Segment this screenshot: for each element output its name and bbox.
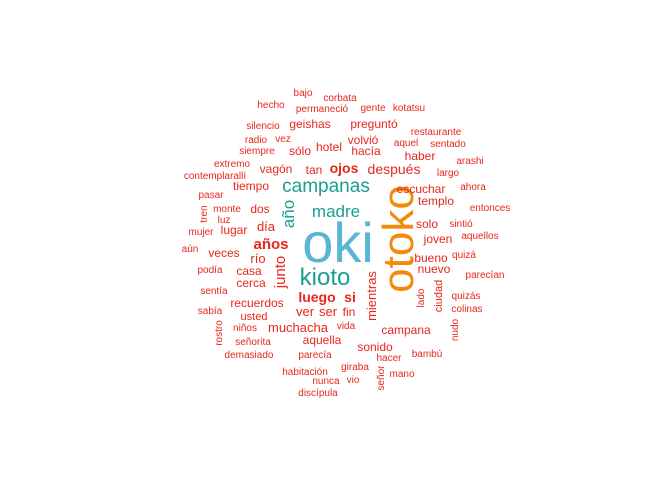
word-anos: años bbox=[253, 236, 288, 253]
word-pasar: pasar bbox=[198, 190, 224, 201]
word-ser: ser bbox=[319, 304, 338, 319]
word-tan: tan bbox=[306, 163, 323, 177]
word-monte: monte bbox=[213, 204, 241, 215]
word-gente: gente bbox=[360, 103, 385, 114]
word-ano: año bbox=[279, 200, 298, 228]
word-senorita: señorita bbox=[235, 337, 271, 348]
word-habitacion: habitación bbox=[282, 367, 328, 378]
word-junto: junto bbox=[272, 256, 289, 290]
word-aun: aún bbox=[182, 244, 199, 255]
word-veces: veces bbox=[208, 246, 239, 260]
word-volvio: volvió bbox=[348, 133, 379, 147]
word-hacer: hacer bbox=[376, 353, 402, 364]
word-discipula: discípula bbox=[298, 388, 338, 399]
word-escuchar: escuchar bbox=[397, 182, 446, 196]
word-demasiado: demasiado bbox=[225, 350, 274, 361]
word-mano: mano bbox=[389, 369, 414, 380]
word-restaurante: restaurante bbox=[411, 127, 462, 138]
word-mujer: mujer bbox=[188, 227, 214, 238]
word-kotatsu: kotatsu bbox=[393, 103, 425, 114]
word-geishas: geishas bbox=[289, 117, 330, 131]
word-siempre: siempre bbox=[239, 146, 275, 157]
word-parecia: parecía bbox=[298, 350, 332, 361]
word-luego: luego bbox=[298, 289, 335, 305]
word-giraba: giraba bbox=[341, 362, 369, 373]
word-hacia: hacía bbox=[351, 144, 381, 158]
word-luz: luz bbox=[218, 215, 231, 226]
word-pregunto: preguntó bbox=[350, 117, 398, 131]
word-solo: solo bbox=[416, 217, 438, 231]
word-mientras: mientras bbox=[364, 271, 379, 321]
word-parecian: parecían bbox=[466, 270, 505, 281]
word-lado: lado bbox=[416, 288, 427, 307]
word-joven: joven bbox=[423, 232, 453, 246]
word-otoko: otoko bbox=[374, 185, 423, 293]
word-sentado: sentado bbox=[430, 139, 466, 150]
word-quiza: quizá bbox=[452, 250, 476, 261]
word-extremo: extremo bbox=[214, 159, 251, 170]
word-nudo: nudo bbox=[450, 318, 461, 341]
word-cerca: cerca bbox=[236, 276, 266, 290]
word-sentia: sentía bbox=[200, 286, 228, 297]
word-podia: podía bbox=[197, 265, 222, 276]
word-rostro: rostro bbox=[214, 320, 225, 346]
word-aquellos: aquellos bbox=[461, 231, 498, 242]
word-oki: oki bbox=[302, 211, 374, 274]
word-casa: casa bbox=[236, 264, 262, 278]
word-vio: vio bbox=[347, 375, 360, 386]
word-sonido: sonido bbox=[357, 340, 393, 354]
word-aquel: aquel bbox=[394, 138, 418, 149]
word-despues: después bbox=[368, 161, 421, 177]
word-arashi: arashi bbox=[456, 156, 483, 167]
word-templo: templo bbox=[418, 194, 454, 208]
word-permanecio: permaneció bbox=[296, 104, 349, 115]
word-lugar: lugar bbox=[221, 223, 248, 237]
word-campanas: campanas bbox=[282, 176, 370, 197]
word-nuevo: nuevo bbox=[418, 262, 451, 276]
word-corbata: corbata bbox=[323, 93, 357, 104]
word-vida: vida bbox=[337, 321, 356, 332]
word-entonces: entonces bbox=[470, 203, 511, 214]
word-ver: ver bbox=[296, 304, 315, 319]
word-muchacha: muchacha bbox=[268, 320, 329, 335]
word-madre: madre bbox=[312, 202, 360, 221]
word-sabia: sabía bbox=[198, 306, 223, 317]
word-haber: haber bbox=[405, 149, 436, 163]
word-si: si bbox=[344, 289, 356, 305]
word-dos: dos bbox=[250, 202, 269, 216]
word-ciudad: ciudad bbox=[433, 280, 445, 312]
word-hotel: hotel bbox=[316, 140, 342, 154]
word-contemplaralli: contemplarallí bbox=[184, 171, 246, 182]
word-usted: usted bbox=[241, 311, 268, 323]
word-bueno: bueno bbox=[414, 251, 448, 265]
word-tiempo: tiempo bbox=[233, 179, 269, 193]
word-campana: campana bbox=[381, 323, 431, 337]
word-senor: señor bbox=[376, 365, 387, 391]
word-tren: tren bbox=[199, 205, 210, 222]
word-hecho: hecho bbox=[257, 100, 285, 111]
word-recuerdos: recuerdos bbox=[230, 296, 283, 310]
word-aquella: aquella bbox=[303, 333, 342, 347]
word-radio: radio bbox=[245, 135, 268, 146]
word-ninos: niños bbox=[233, 323, 257, 334]
word-colinas: colinas bbox=[451, 304, 482, 315]
word-ojos: ojos bbox=[330, 160, 359, 176]
word-vagon: vagón bbox=[260, 162, 293, 176]
word-sintio: sintió bbox=[449, 219, 473, 230]
word-dia: día bbox=[257, 219, 276, 234]
word-bambu: bambú bbox=[412, 349, 443, 360]
word-silencio: silencio bbox=[246, 121, 280, 132]
word-solo-accent: sólo bbox=[289, 144, 311, 158]
word-kioto: kioto bbox=[300, 264, 351, 291]
word-ahora: ahora bbox=[460, 182, 486, 193]
word-largo: largo bbox=[437, 168, 460, 179]
word-fin: fin bbox=[343, 305, 356, 319]
word-rio: río bbox=[250, 251, 265, 266]
word-nunca: nunca bbox=[312, 376, 340, 387]
word-quizas: quizás bbox=[452, 291, 481, 302]
word-vez: vez bbox=[275, 134, 291, 145]
word-bajo: bajo bbox=[294, 88, 313, 99]
